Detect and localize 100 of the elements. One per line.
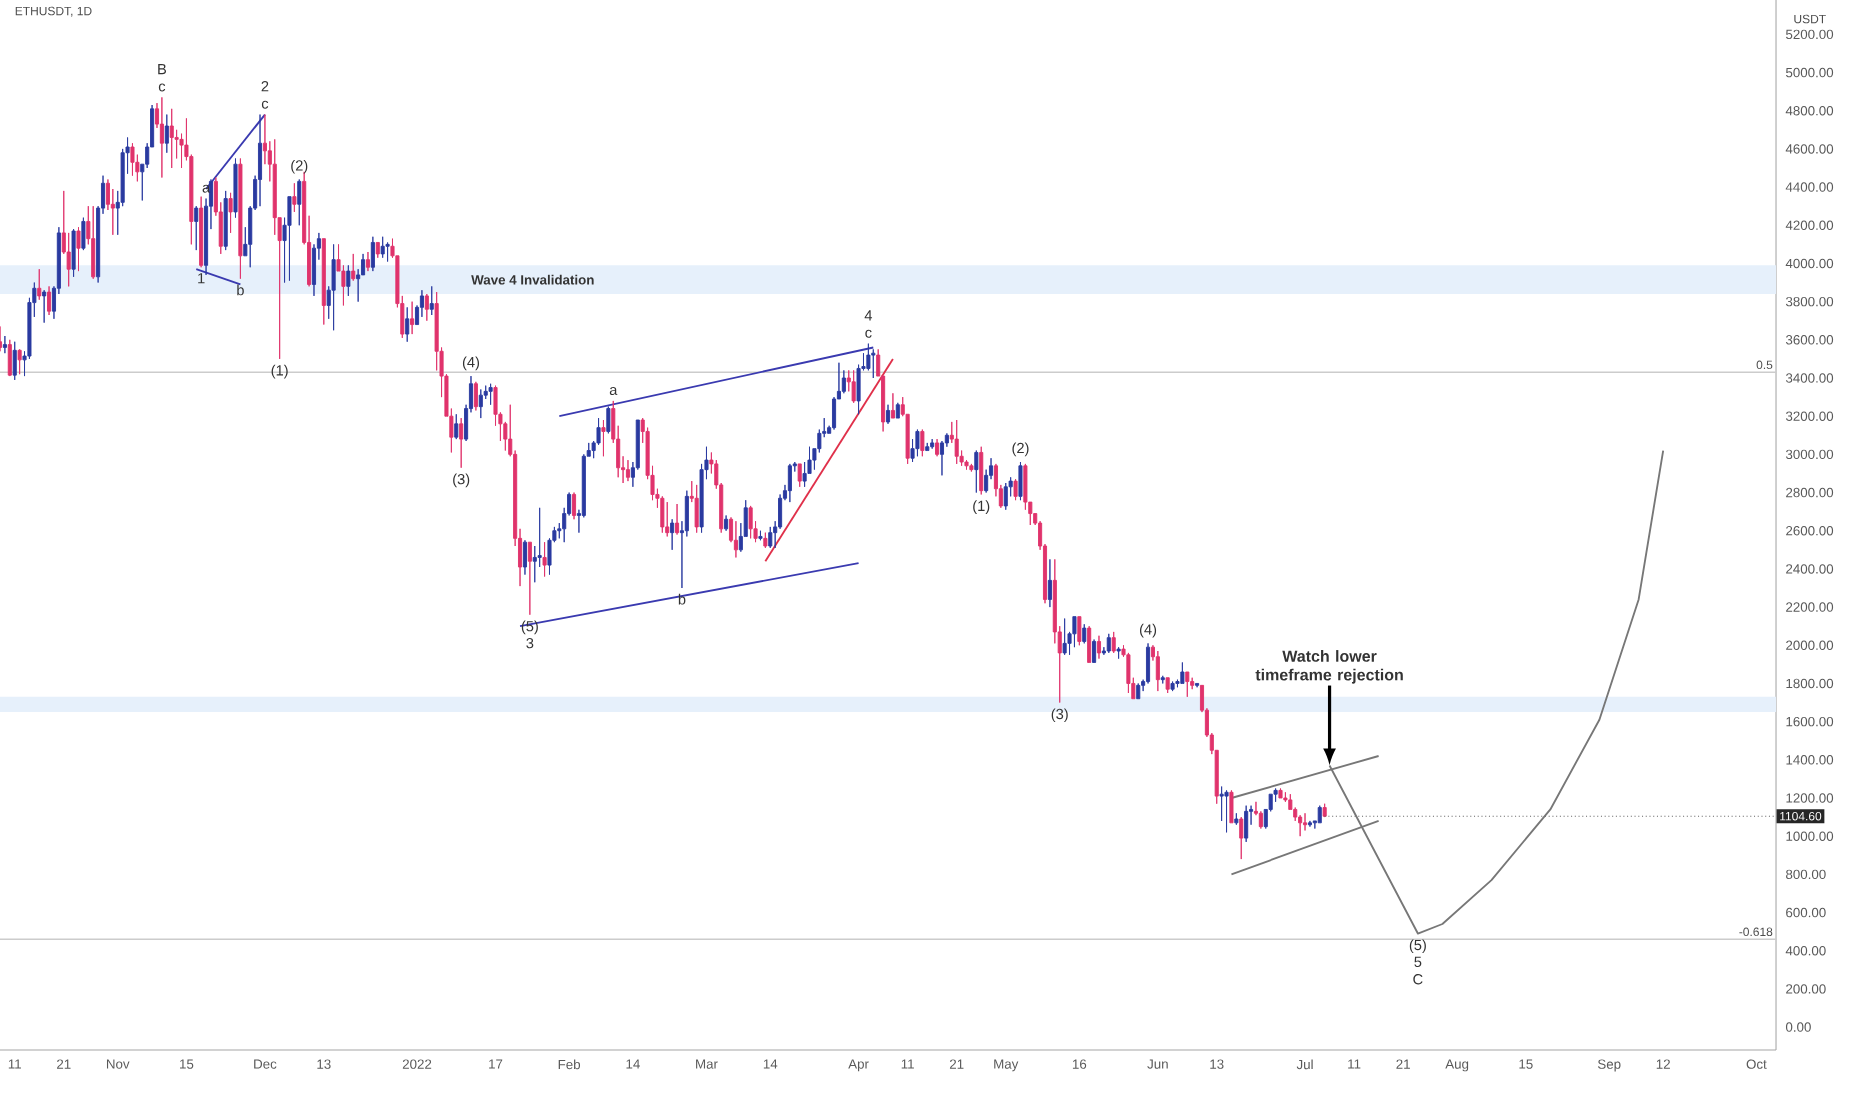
candlestick — [1317, 805, 1322, 824]
candlestick — [522, 539, 527, 576]
candlestick — [1072, 616, 1077, 648]
candlestick — [1096, 635, 1102, 660]
candlestick — [42, 289, 47, 324]
candlestick — [194, 205, 199, 251]
candlestick — [890, 392, 895, 419]
candlestick — [1302, 812, 1308, 831]
candlestick — [542, 541, 547, 578]
candlestick — [797, 463, 802, 488]
candlestick — [287, 196, 292, 282]
candlestick — [1082, 623, 1087, 644]
candlestick — [787, 463, 792, 503]
candlestick — [1136, 682, 1141, 700]
candlestick — [351, 253, 356, 282]
candlestick — [1258, 810, 1263, 830]
candlestick — [851, 369, 856, 404]
candlestick — [1062, 618, 1067, 656]
candlestick — [1146, 642, 1151, 684]
candlestick — [199, 196, 204, 268]
candlestick — [1239, 816, 1244, 860]
candlestick — [1234, 812, 1239, 826]
candlestick — [76, 226, 81, 272]
candlestick — [670, 518, 675, 551]
candlestick — [979, 446, 984, 495]
candlestick — [81, 217, 86, 251]
candlestick — [758, 530, 763, 541]
candlestick — [1180, 661, 1185, 684]
candlestick — [1018, 461, 1023, 501]
candlestick — [920, 429, 925, 457]
candlestick — [1322, 803, 1327, 818]
candlestick — [1106, 633, 1111, 654]
candlestick — [1077, 616, 1082, 646]
candlestick — [1278, 787, 1283, 799]
candlestick — [238, 157, 243, 280]
candlestick — [365, 251, 370, 272]
candlestick — [459, 417, 464, 469]
candlestick — [1273, 787, 1278, 803]
candlestick — [1116, 646, 1121, 660]
candlestick — [164, 114, 169, 154]
candlestick — [12, 341, 17, 381]
candlestick — [625, 459, 631, 482]
candlestick — [1092, 639, 1097, 663]
candlestick — [1170, 681, 1175, 692]
candlestick — [1283, 791, 1288, 803]
candlestick — [1087, 625, 1092, 663]
candlestick — [2, 335, 7, 354]
candlestick — [37, 268, 42, 301]
annotation: Watch lower timeframe rejection — [1255, 650, 1403, 684]
candlestick — [1298, 814, 1303, 837]
candlestick — [1229, 789, 1234, 824]
candlestick — [1003, 482, 1008, 511]
candlestick — [47, 285, 52, 316]
candlestick — [223, 190, 228, 251]
candlestick — [910, 438, 915, 463]
candlestick — [410, 301, 415, 335]
candlestick — [733, 520, 738, 558]
candlestick — [964, 459, 969, 471]
candlestick — [424, 293, 429, 322]
candlestick — [866, 343, 871, 371]
candlestick — [606, 406, 611, 434]
candlestick — [228, 192, 233, 234]
candlestick — [935, 438, 940, 457]
candlestick — [675, 503, 680, 536]
candlestick — [768, 526, 773, 549]
candlestick — [915, 429, 920, 457]
candlestick — [321, 238, 326, 326]
candlestick — [724, 514, 729, 532]
candlestick — [527, 541, 532, 616]
candlestick — [130, 142, 135, 177]
candlestick — [297, 178, 302, 226]
candlestick — [930, 438, 935, 450]
candlestick — [375, 241, 380, 259]
candlestick — [1195, 682, 1200, 688]
candlestick — [665, 501, 670, 537]
candlestick — [748, 505, 753, 539]
candlestick — [385, 241, 390, 263]
candlestick — [660, 495, 665, 534]
candlestick — [1307, 820, 1312, 828]
candlestick — [91, 205, 96, 280]
candlestick — [1185, 671, 1190, 698]
candlestick — [1160, 675, 1165, 684]
candlestick — [7, 339, 12, 377]
candlestick — [1224, 789, 1229, 833]
candlestick — [17, 348, 22, 375]
candlestick — [478, 388, 483, 419]
candlestick — [1155, 650, 1160, 692]
candlestick — [954, 419, 959, 465]
candlestick — [841, 369, 846, 394]
candlestick — [257, 114, 263, 207]
candlestick — [1165, 677, 1170, 694]
candlestick — [1013, 478, 1018, 501]
candlestick — [488, 383, 493, 406]
candlestick — [969, 463, 974, 473]
candlestick — [1190, 677, 1195, 690]
candlestick — [1111, 631, 1116, 654]
candlestick — [1244, 805, 1249, 843]
candlestick — [380, 236, 385, 259]
candlestick — [763, 532, 768, 549]
candlestick — [571, 492, 577, 520]
